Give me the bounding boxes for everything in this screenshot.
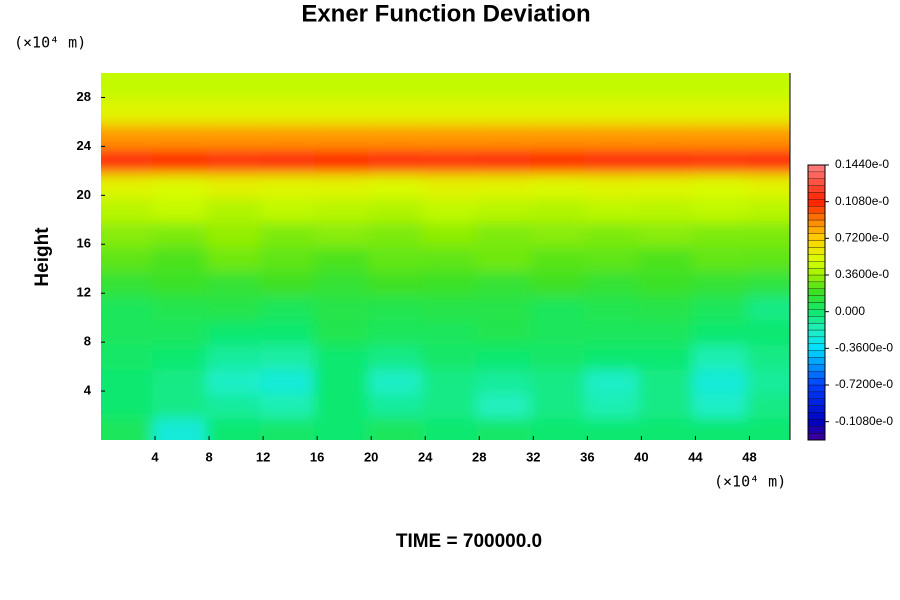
contour-cell <box>530 73 591 101</box>
time-annotation: TIME = 700000.0 <box>396 531 542 552</box>
colorbar-band <box>807 171 826 179</box>
y-unit: (×10⁴ m) <box>14 34 86 52</box>
colorbar-label: 0.1080e-0 <box>835 194 889 208</box>
colorbar-band <box>807 254 826 262</box>
contour-cell <box>422 73 483 101</box>
colorbar-band <box>807 377 826 386</box>
colorbar-band <box>807 322 826 331</box>
colorbar-label: -0.3600e-0 <box>835 341 893 355</box>
contour-cell <box>692 73 753 101</box>
y-tick-label: 24 <box>77 138 92 153</box>
colorbar-band <box>807 419 826 427</box>
colorbar-band <box>807 281 826 289</box>
x-tick-label: 12 <box>256 449 270 464</box>
colorbar-band <box>807 384 826 393</box>
y-tick-label: 28 <box>77 89 91 104</box>
x-tick-label: 32 <box>526 449 540 464</box>
colorbar-band <box>807 426 826 434</box>
plot-area <box>101 73 790 440</box>
colorbar-band <box>807 288 826 296</box>
colorbar-label: -0.1080e-0 <box>835 414 893 428</box>
colorbar-band <box>807 405 826 413</box>
colorbar-band <box>807 302 826 310</box>
contour-field <box>101 73 790 440</box>
x-tick-label: 40 <box>634 449 648 464</box>
colorbar-frame <box>807 164 826 441</box>
x-unit: (×10⁴ m) <box>714 473 786 491</box>
colorbar-band <box>807 212 826 221</box>
x-tick-label: 8 <box>205 449 212 464</box>
colorbar-band <box>807 357 826 365</box>
y-axis-label: Height <box>32 227 53 287</box>
x-tick-label: 24 <box>418 449 433 464</box>
colorbar-band <box>807 274 826 283</box>
contour-cell <box>101 412 159 440</box>
colorbar-band <box>807 350 826 358</box>
colorbar-band <box>807 233 826 241</box>
y-tick-label: 4 <box>84 383 92 398</box>
colorbar-band <box>807 412 826 420</box>
colorbar-band <box>807 185 826 193</box>
colorbar-band <box>807 343 826 351</box>
contour-cell <box>152 412 213 440</box>
contour-cell <box>101 73 159 101</box>
colorbar-band <box>807 371 826 379</box>
y-tick-label: 20 <box>77 187 91 202</box>
colorbar-band <box>807 364 826 372</box>
colorbar-band <box>807 164 826 173</box>
contour-cell <box>152 73 213 101</box>
colorbar-label: 0.1440e-0 <box>835 157 889 171</box>
chart-title: Exner Function Deviation <box>301 0 590 27</box>
colorbar-band <box>807 391 826 399</box>
x-tick-label: 20 <box>364 449 378 464</box>
colorbar-label: -0.7200e-0 <box>835 377 893 391</box>
contour-cell <box>584 73 645 101</box>
y-tick-label: 8 <box>84 334 91 349</box>
colorbar-band <box>807 398 826 406</box>
colorbar-label: 0.3600e-0 <box>835 267 889 281</box>
colorbar-band <box>807 247 826 255</box>
colorbar-band <box>807 267 826 276</box>
colorbar-band <box>807 192 826 200</box>
contour-cell <box>746 73 790 101</box>
contour-cell <box>206 73 267 101</box>
contour-cell <box>368 73 429 101</box>
y-tick-label: 12 <box>77 285 91 300</box>
x-tick-label: 16 <box>310 449 324 464</box>
colorbar-band <box>807 206 826 214</box>
colorbar-label: 0.000 <box>835 304 865 318</box>
colorbar-band <box>807 432 826 441</box>
contour-cell <box>260 73 321 101</box>
x-tick-label: 28 <box>472 449 486 464</box>
colorbar-band <box>807 240 826 248</box>
colorbar-band <box>807 178 826 186</box>
y-tick-label: 16 <box>77 236 91 251</box>
colorbar: 0.1440e-0 0.1080e-0 0.7200e-0 0.3600e-0 0.00… <box>807 157 893 441</box>
colorbar-band <box>807 316 826 324</box>
x-tick-label: 48 <box>742 449 756 464</box>
contour-cell <box>476 73 537 101</box>
colorbar-band <box>807 329 826 338</box>
colorbar-band <box>807 336 826 344</box>
contour-cell <box>638 73 699 101</box>
colorbar-band <box>807 309 826 317</box>
x-tick-label: 4 <box>151 449 159 464</box>
colorbar-band <box>807 261 826 269</box>
colorbar-band <box>807 226 826 234</box>
colorbar-label: 0.7200e-0 <box>835 231 889 245</box>
colorbar-band <box>807 219 826 228</box>
x-tick-label: 44 <box>688 449 703 464</box>
x-tick-label: 36 <box>580 449 594 464</box>
colorbar-band <box>807 199 826 207</box>
contour-cell <box>314 73 375 101</box>
colorbar-band <box>807 295 826 303</box>
